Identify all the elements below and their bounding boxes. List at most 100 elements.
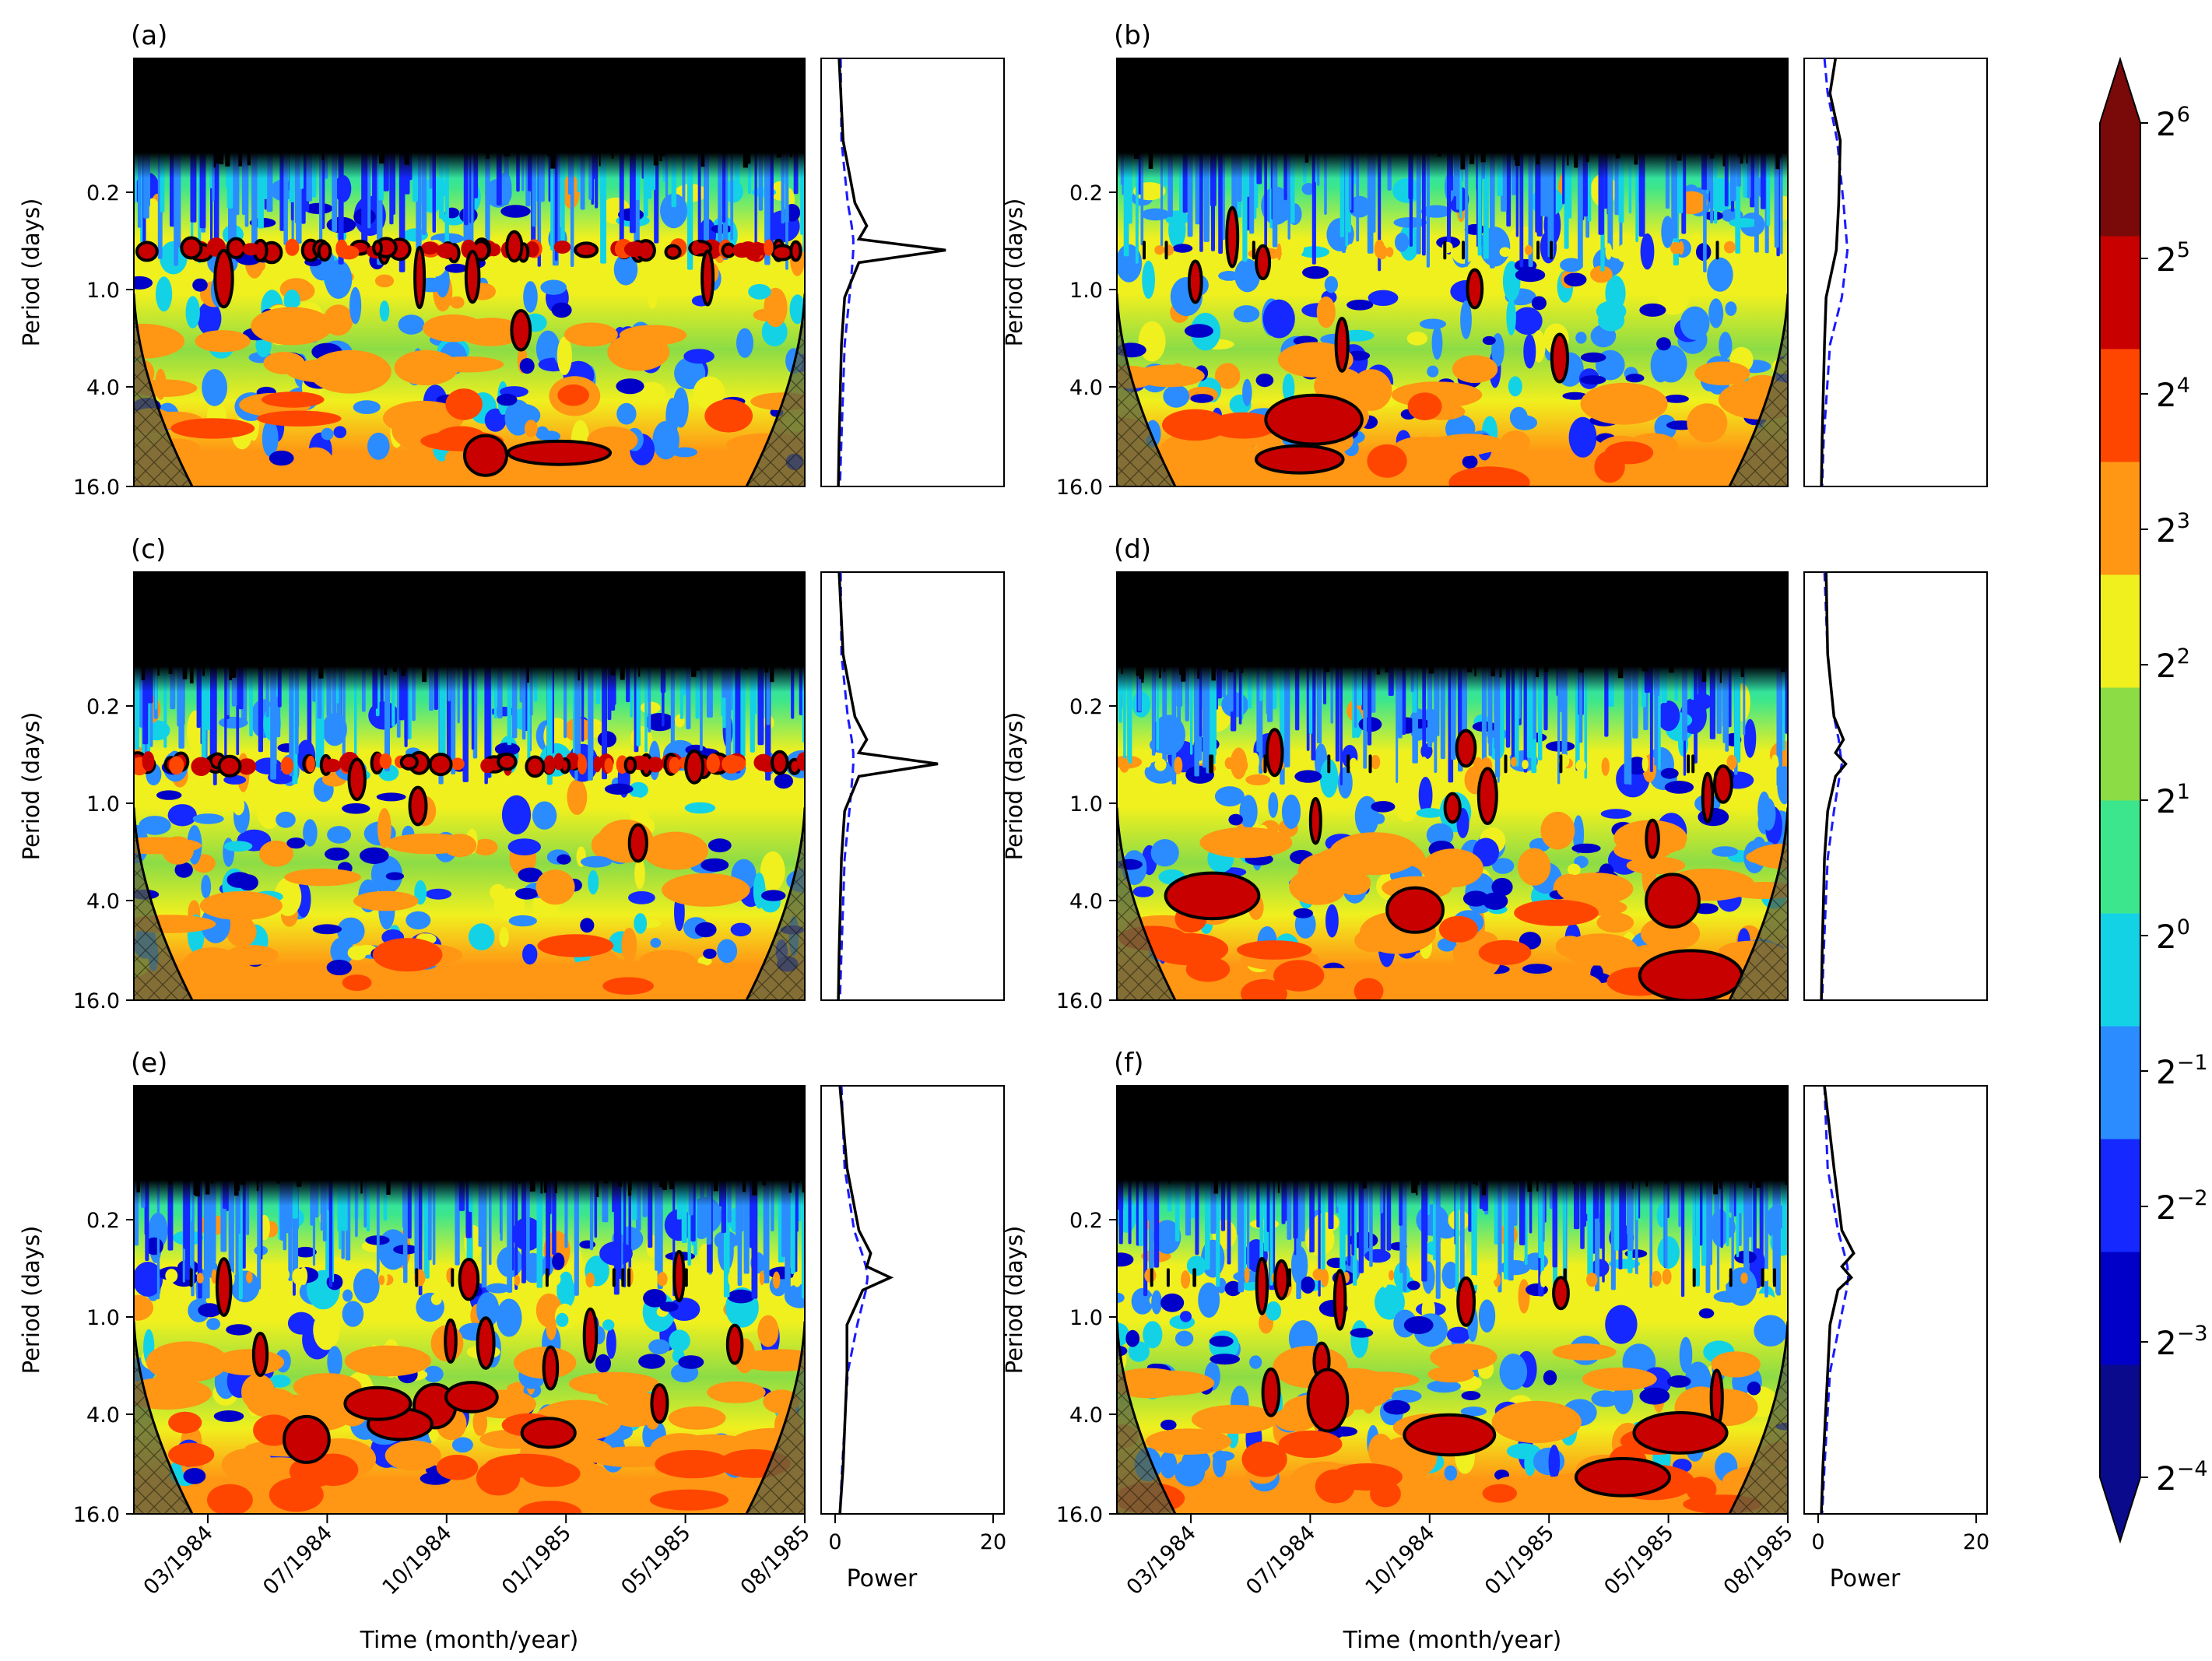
- heatmap-dark-streak: [649, 58, 654, 118]
- heatmap-dark-streak: [287, 1086, 293, 1138]
- coi-line-left: [134, 293, 194, 486]
- heatmap-dark-streak: [256, 1086, 259, 1192]
- heatmap-dark-streak: [1737, 1086, 1740, 1158]
- heatmap-dark-streak: [175, 1086, 180, 1164]
- heatmap-dark-streak: [634, 58, 637, 118]
- heatmap-dark-streak: [1159, 572, 1161, 679]
- heatmap-dark-streak: [1490, 572, 1495, 676]
- heatmap-dark-streak: [1473, 1086, 1476, 1184]
- daily-band-blob: [553, 753, 564, 771]
- y-tick-label: 0.2: [86, 181, 120, 205]
- colorbar-label-exponent: −3: [2177, 1322, 2208, 1346]
- x-axis-label: Time (month/year): [1343, 1627, 1562, 1654]
- heatmap-dark-streak: [1555, 1086, 1561, 1159]
- daily-band-mark: [545, 1268, 549, 1287]
- heatmap-dark-streak: [702, 58, 707, 120]
- significant-streak: [458, 1258, 480, 1301]
- colorbar-label-base: 2: [2156, 241, 2177, 279]
- y-axis-label: Period (days): [18, 712, 44, 861]
- significant-region: [463, 434, 508, 477]
- significant-region: [283, 1414, 331, 1464]
- heatmap-dark-streak: [651, 572, 655, 654]
- heatmap-dark-streak: [1733, 572, 1739, 660]
- heatmap-dark-streak: [291, 58, 296, 119]
- heatmap-dark-streak: [1304, 58, 1309, 163]
- heatmap-dark-streak: [1487, 58, 1491, 143]
- daily-band-blob: [1371, 755, 1381, 770]
- daily-band-blob: [1119, 758, 1129, 773]
- daily-band-mark: [1687, 754, 1691, 774]
- heatmap-dark-streak: [627, 1086, 632, 1150]
- panel-label: (c): [131, 534, 166, 565]
- heatmap-dark-streak: [1679, 1086, 1682, 1149]
- heatmap-dark-streak: [1581, 58, 1585, 144]
- heatmap-dark-streak: [1160, 58, 1165, 121]
- heatmap-dark-streak: [249, 572, 252, 657]
- colorbar-segment: [2100, 1252, 2140, 1365]
- heatmap-dark-streak: [567, 1086, 571, 1176]
- heatmap-dark-streak: [735, 1086, 741, 1173]
- heatmap-dark-streak: [1176, 58, 1181, 118]
- heatmap-dark-streak: [493, 58, 498, 118]
- colorbar-label-exponent: 1: [2177, 780, 2190, 804]
- significant-streak: [582, 1307, 599, 1364]
- significant-region: [1306, 1368, 1350, 1433]
- heatmap-dark-streak: [238, 58, 243, 167]
- heatmap-dark-streak: [722, 572, 728, 662]
- heatmap-dark-streak: [1615, 58, 1620, 159]
- significant-streak: [1456, 1276, 1476, 1327]
- heatmap-dark-streak: [309, 572, 313, 655]
- heatmap-dark-streak: [160, 572, 162, 658]
- heatmap-dark-streak: [382, 58, 387, 120]
- daily-band-blob: [1605, 243, 1612, 260]
- heatmap-dark-streak: [142, 1086, 146, 1164]
- heatmap-dark-streak: [779, 572, 784, 648]
- daily-band-blob: [1312, 1268, 1325, 1281]
- heatmap-dark-streak: [1543, 58, 1547, 149]
- coi-line-left: [1117, 293, 1177, 486]
- heatmap-dark-streak: [783, 572, 786, 669]
- daily-band-blob: [1726, 754, 1737, 770]
- heatmap-dark-streak: [522, 1086, 527, 1164]
- heatmap-dark-streak: [659, 1086, 663, 1188]
- heatmap-dark-streak: [314, 572, 317, 668]
- daily-band-blob: [1473, 757, 1483, 774]
- heatmap-dark-streak: [1785, 1086, 1788, 1185]
- colorbar-segment: [2100, 687, 2140, 801]
- heatmap-dark-streak: [1459, 572, 1464, 665]
- daily-band-blob: [306, 755, 315, 773]
- daily-band-mark: [451, 1268, 455, 1287]
- heatmap-dark-streak: [401, 572, 406, 676]
- significant-streak: [347, 757, 367, 802]
- heatmap-dark-streak: [784, 1086, 788, 1142]
- heatmap-dark-streak: [1303, 572, 1306, 647]
- heatmap-dark-streak: [1726, 1086, 1732, 1157]
- daily-band-blob: [1382, 1272, 1389, 1288]
- heatmap-dark-streak: [288, 572, 293, 653]
- heatmap-dark-streak: [1394, 1086, 1396, 1161]
- panel-d: (d) 0.2 1.0 4.0 16.0 Period (days): [1001, 534, 1988, 1013]
- wavelet-heatmap: [1117, 572, 1788, 1000]
- y-axis-label: Period (days): [18, 198, 44, 347]
- heatmap-dark-streak: [1139, 1086, 1143, 1155]
- daily-band-blob: [585, 1272, 595, 1288]
- daily-band-mark: [684, 1268, 688, 1287]
- heatmap-dark-streak: [1547, 1086, 1554, 1183]
- heatmap-dark-streak: [1548, 572, 1551, 635]
- colorbar-label-base: 2: [2156, 105, 2177, 143]
- daily-band-blob: [548, 1273, 561, 1286]
- heatmap-dark-streak: [1670, 572, 1673, 669]
- heatmap-dark-streak: [568, 572, 571, 634]
- significant-streak: [542, 1345, 560, 1391]
- heatmap-dark-streak: [1519, 58, 1521, 128]
- daily-band-mark: [1559, 754, 1563, 774]
- daily-band-blob: [1740, 1272, 1748, 1284]
- heatmap-dark-streak: [756, 572, 758, 625]
- colorbar-label: 2−2: [2156, 1186, 2208, 1227]
- heatmap-dark-streak: [1645, 1086, 1648, 1187]
- heatmap-dark-streak: [379, 58, 384, 164]
- x-tick-label: 07/1984: [258, 1521, 337, 1600]
- daily-band-mark: [1164, 241, 1168, 260]
- heatmap-dark-streak: [1587, 58, 1591, 119]
